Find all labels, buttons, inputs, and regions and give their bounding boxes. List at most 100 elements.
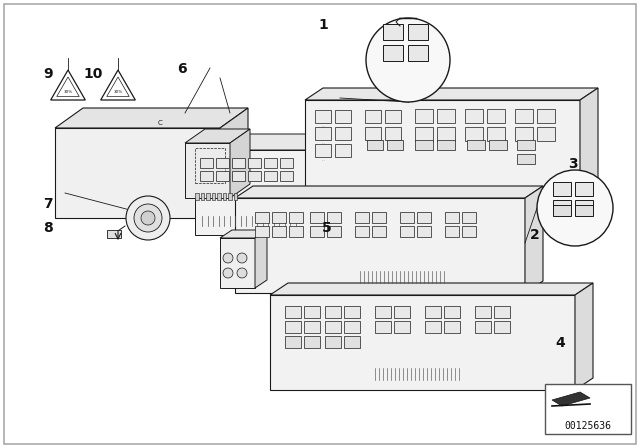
Bar	[315, 110, 331, 123]
Bar	[517, 140, 535, 150]
Bar	[344, 321, 360, 333]
Bar	[272, 212, 286, 223]
Bar	[487, 127, 505, 141]
Bar	[553, 205, 571, 216]
Polygon shape	[305, 100, 580, 200]
Polygon shape	[230, 129, 250, 198]
Polygon shape	[525, 186, 543, 293]
Bar	[383, 45, 403, 61]
Text: ...: ...	[321, 141, 325, 145]
Bar	[355, 226, 369, 237]
Bar	[289, 226, 303, 237]
Bar	[365, 127, 381, 140]
Bar	[285, 306, 301, 318]
Polygon shape	[220, 230, 267, 238]
Text: 7: 7	[43, 197, 53, 211]
Polygon shape	[305, 88, 598, 100]
Polygon shape	[220, 238, 255, 288]
Bar	[335, 110, 351, 123]
Bar	[494, 321, 510, 333]
Bar	[304, 306, 320, 318]
Text: 2: 2	[529, 228, 540, 242]
Bar	[200, 193, 204, 200]
Bar	[487, 109, 505, 123]
Bar	[335, 127, 351, 140]
Bar	[475, 306, 491, 318]
Bar	[415, 109, 433, 123]
Bar	[545, 384, 631, 434]
Bar	[415, 140, 433, 150]
Text: 10: 10	[83, 67, 102, 81]
Bar	[217, 193, 221, 200]
Bar	[537, 109, 555, 123]
Text: 8: 8	[43, 221, 53, 236]
Bar	[417, 212, 431, 223]
Bar	[304, 321, 320, 333]
Bar	[200, 171, 213, 181]
Bar	[408, 45, 428, 61]
Bar	[575, 200, 593, 214]
Bar	[216, 171, 229, 181]
Bar	[327, 212, 341, 223]
Bar	[537, 127, 555, 141]
Circle shape	[537, 170, 613, 246]
Bar	[248, 158, 261, 168]
Bar	[107, 230, 121, 238]
Bar	[264, 171, 277, 181]
Bar	[310, 212, 324, 223]
Bar	[375, 306, 391, 318]
Bar	[264, 158, 277, 168]
Polygon shape	[270, 295, 575, 390]
Text: 1: 1	[318, 17, 328, 32]
Polygon shape	[185, 129, 250, 143]
Polygon shape	[195, 134, 337, 150]
Bar	[467, 140, 485, 150]
Bar	[417, 226, 431, 237]
Bar	[325, 336, 341, 348]
Bar	[444, 306, 460, 318]
Bar	[553, 182, 571, 196]
Circle shape	[237, 253, 247, 263]
Bar	[553, 200, 571, 214]
Bar	[355, 212, 369, 223]
Bar	[304, 336, 320, 348]
Bar	[216, 158, 229, 168]
Polygon shape	[220, 108, 248, 218]
Circle shape	[134, 204, 162, 232]
Bar	[315, 144, 331, 157]
Bar	[248, 171, 261, 181]
Bar	[383, 24, 403, 40]
Polygon shape	[255, 230, 267, 288]
Bar	[385, 110, 401, 123]
Bar	[272, 226, 286, 237]
Bar	[445, 226, 459, 237]
Text: C: C	[157, 120, 163, 126]
Bar	[195, 148, 225, 183]
Bar	[223, 193, 226, 200]
Text: 4: 4	[555, 336, 565, 350]
Bar	[280, 171, 293, 181]
Circle shape	[223, 268, 233, 278]
Text: 5: 5	[321, 221, 332, 236]
Bar	[575, 205, 593, 216]
Polygon shape	[270, 283, 593, 295]
Bar	[400, 212, 414, 223]
Bar	[575, 182, 593, 196]
Bar	[475, 321, 491, 333]
Bar	[425, 306, 441, 318]
Bar	[289, 212, 303, 223]
Bar	[372, 212, 386, 223]
Bar	[437, 109, 455, 123]
Circle shape	[141, 211, 155, 225]
Bar	[325, 321, 341, 333]
Text: 3: 3	[568, 156, 578, 171]
Bar	[494, 306, 510, 318]
Bar	[335, 144, 351, 157]
Bar	[327, 226, 341, 237]
Bar	[315, 127, 331, 140]
Bar	[285, 336, 301, 348]
Polygon shape	[575, 283, 593, 390]
Bar	[465, 109, 483, 123]
Bar	[325, 306, 341, 318]
Bar	[200, 158, 213, 168]
